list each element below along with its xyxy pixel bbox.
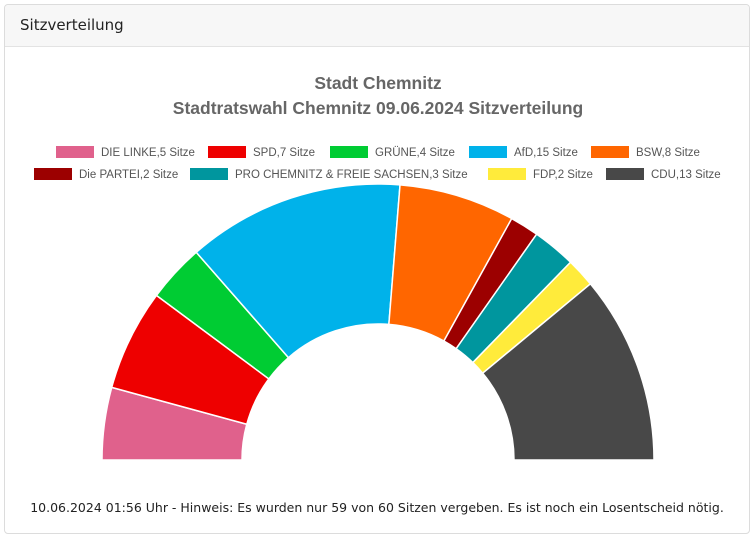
chart-legend: DIE LINKE,5 Sitze SPD,7 Sitze GRÜNE,4 Sitz… bbox=[34, 146, 721, 181]
legend-label: DIE LINKE,5 Sitze bbox=[101, 147, 195, 159]
legend-swatch bbox=[34, 168, 72, 180]
legend-item[interactable]: PRO CHEMNITZ & FREIE SACHSEN,3 Sitze bbox=[190, 168, 468, 181]
chart-slices bbox=[101, 183, 655, 461]
footer-note: 10.06.2024 01:56 Uhr - Hinweis: Es wurde… bbox=[30, 500, 724, 515]
seat-distribution-panel: Sitzverteilung Stadt Chemnitz Stadtratsw… bbox=[4, 4, 750, 534]
legend-label: CDU,13 Sitze bbox=[651, 169, 721, 181]
legend-item[interactable]: AfD,15 Sitze bbox=[469, 146, 578, 159]
seat-distribution-chart: Stadt Chemnitz Stadtratswahl Chemnitz 09… bbox=[34, 73, 721, 461]
chart-subtitle: Stadtratswahl Chemnitz 09.06.2024 Sitzve… bbox=[173, 98, 583, 118]
chart-title: Stadt Chemnitz bbox=[314, 73, 442, 93]
legend-swatch bbox=[190, 168, 228, 180]
legend-item[interactable]: GRÜNE,4 Sitze bbox=[330, 146, 455, 159]
legend-swatch bbox=[591, 146, 629, 158]
legend-label: BSW,8 Sitze bbox=[636, 147, 700, 159]
legend-item[interactable]: CDU,13 Sitze bbox=[606, 168, 721, 181]
legend-label: GRÜNE,4 Sitze bbox=[375, 147, 455, 159]
legend-item[interactable]: DIE LINKE,5 Sitze bbox=[56, 146, 195, 159]
legend-item[interactable]: FDP,2 Sitze bbox=[488, 168, 593, 181]
chart-slice[interactable] bbox=[481, 283, 655, 461]
legend-label: SPD,7 Sitze bbox=[253, 147, 315, 159]
legend-swatch bbox=[469, 146, 507, 158]
legend-swatch bbox=[330, 146, 368, 158]
legend-swatch bbox=[56, 146, 94, 158]
legend-item[interactable]: SPD,7 Sitze bbox=[208, 146, 315, 159]
legend-swatch bbox=[606, 168, 644, 180]
legend-item[interactable]: BSW,8 Sitze bbox=[591, 146, 700, 159]
legend-label: Die PARTEI,2 Sitze bbox=[79, 169, 178, 181]
panel-header: Sitzverteilung bbox=[5, 5, 749, 47]
legend-swatch bbox=[488, 168, 526, 180]
legend-swatch bbox=[208, 146, 246, 158]
legend-label: FDP,2 Sitze bbox=[533, 169, 593, 181]
legend-item[interactable]: Die PARTEI,2 Sitze bbox=[34, 168, 178, 181]
legend-label: PRO CHEMNITZ & FREIE SACHSEN,3 Sitze bbox=[235, 169, 468, 181]
legend-label: AfD,15 Sitze bbox=[514, 147, 578, 159]
